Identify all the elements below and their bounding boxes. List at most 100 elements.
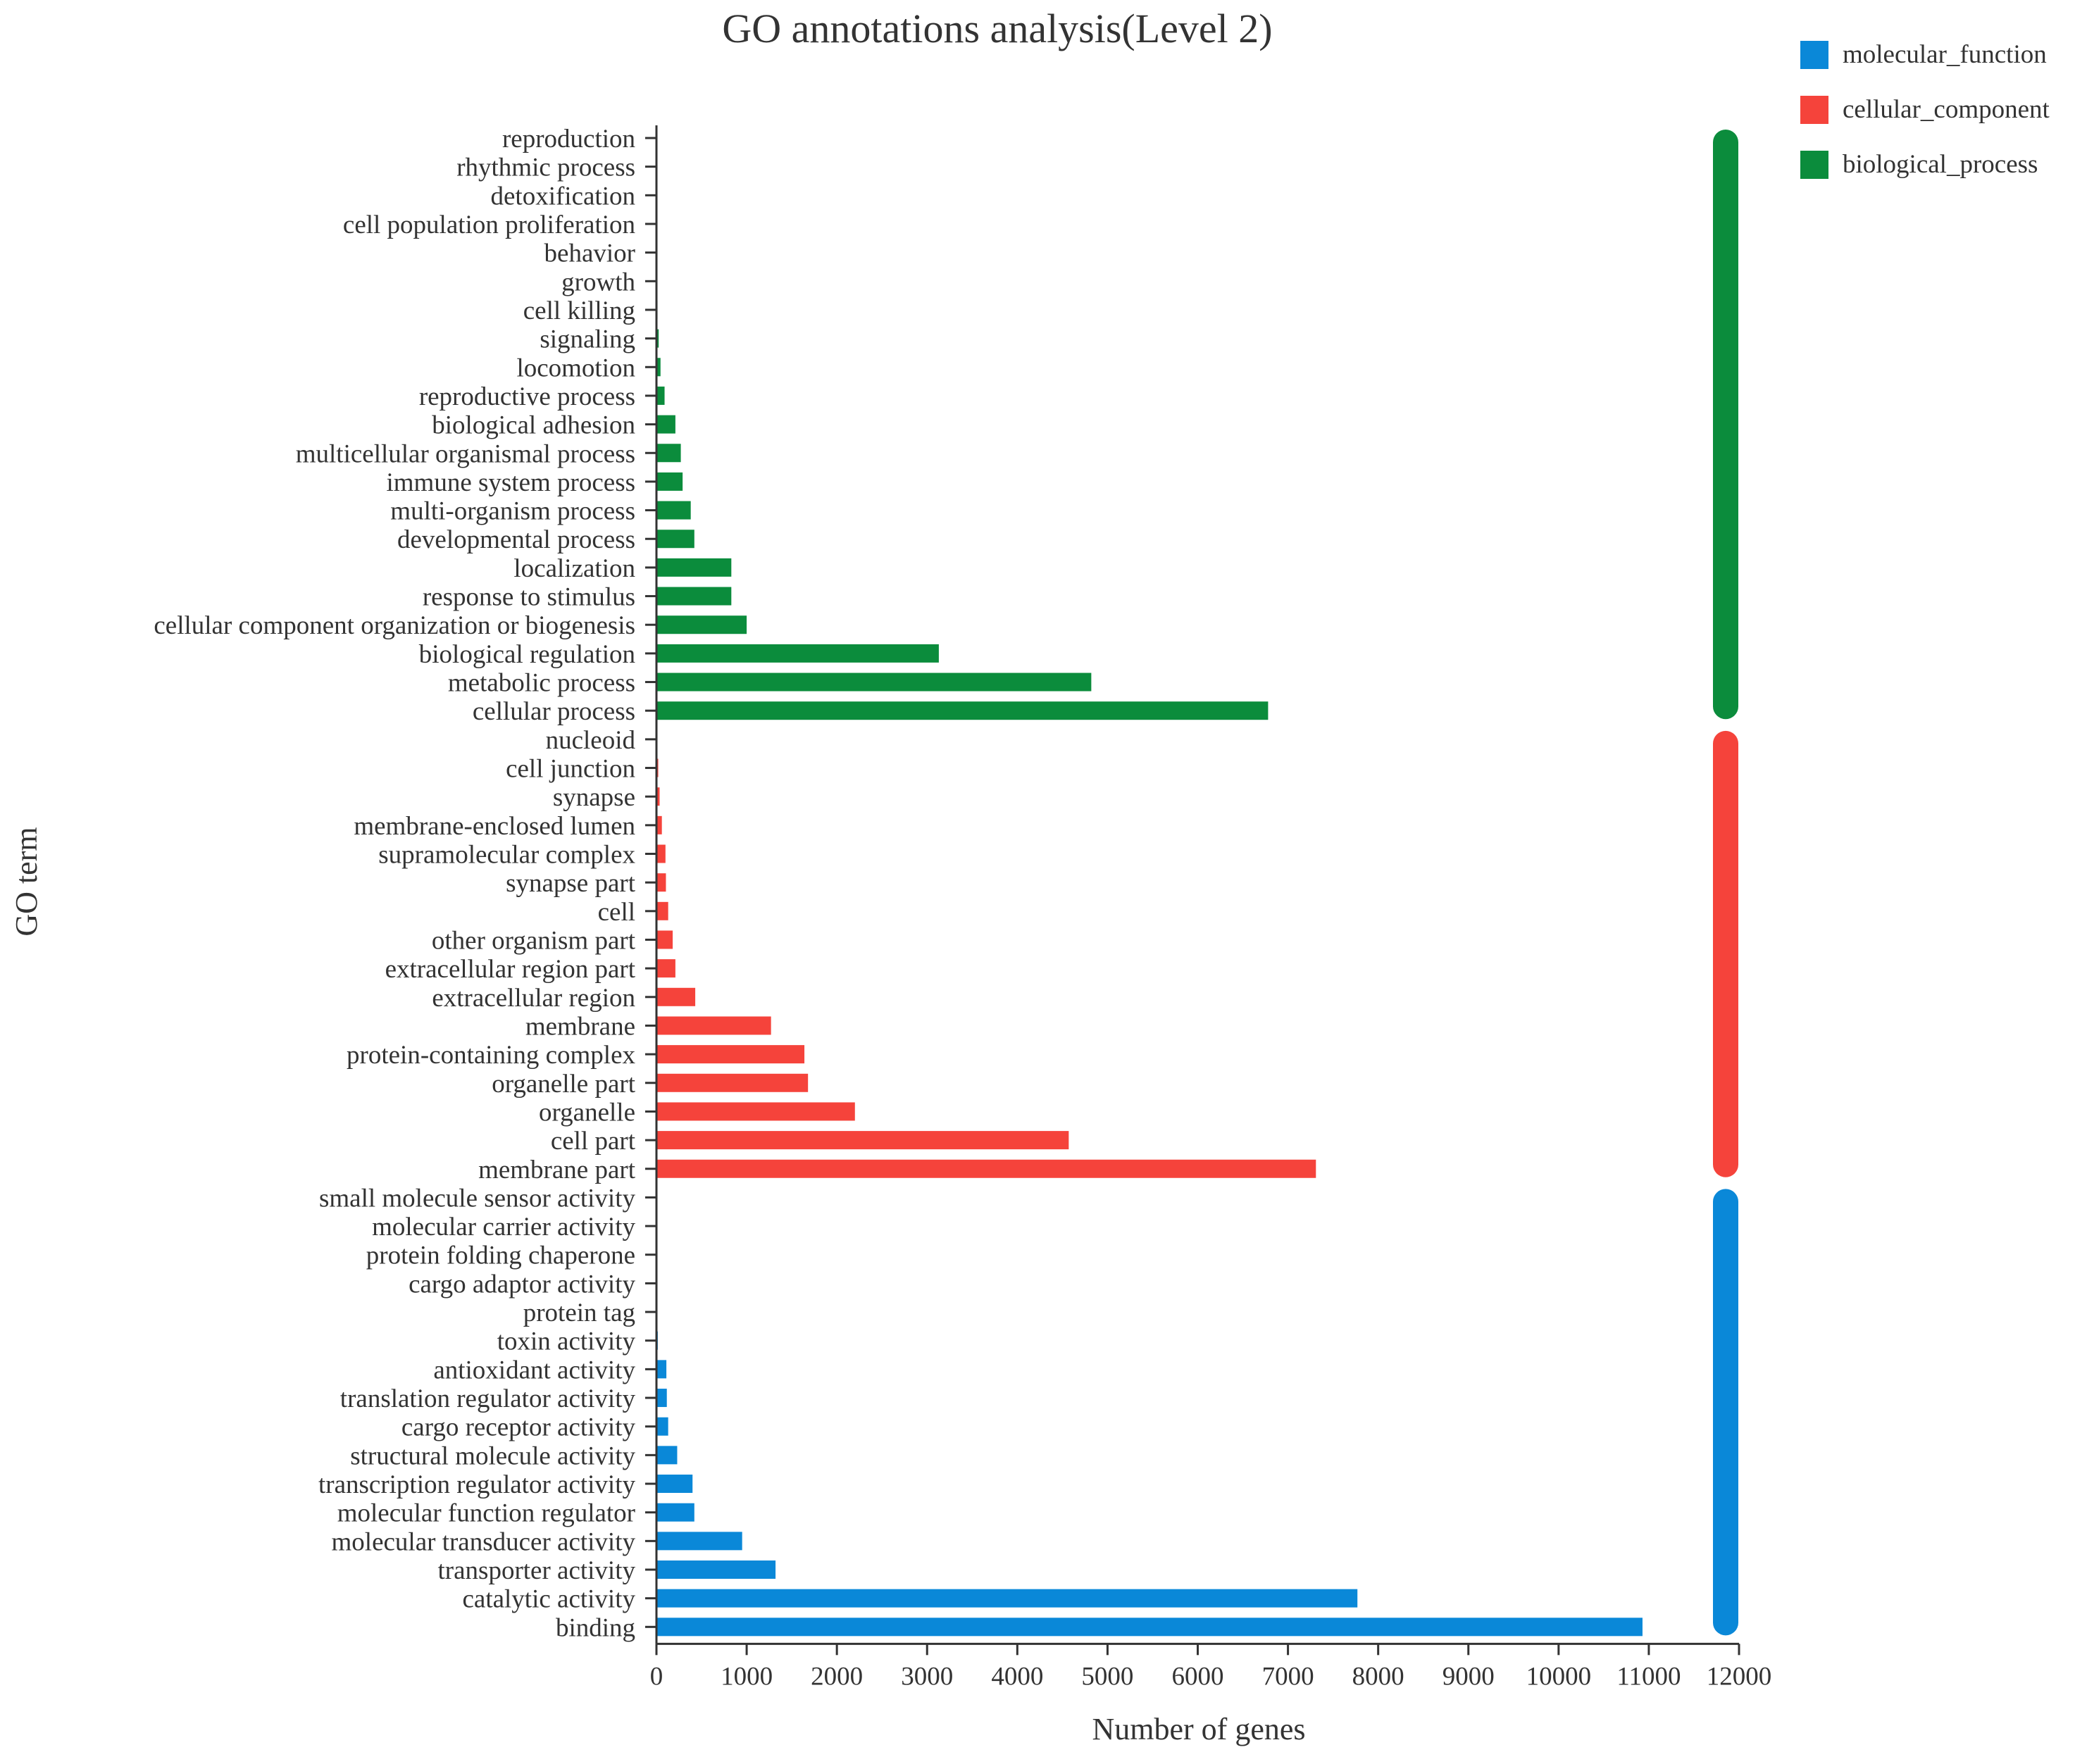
y-tick-label: synapse part <box>506 869 636 898</box>
bar-localization <box>656 558 732 577</box>
bar-membrane-part <box>656 1159 1316 1178</box>
y-tick-label: translation regulator activity <box>340 1384 636 1413</box>
bar-reproductive-process <box>656 386 665 405</box>
bars-group <box>656 129 1643 1637</box>
y-tick-label: toxin activity <box>497 1327 636 1356</box>
y-tick-label: small molecule sensor activity <box>319 1184 636 1213</box>
bar-transcription-regulator-activity <box>656 1475 693 1494</box>
bar-cellular-process <box>656 701 1269 720</box>
y-tick-label: cellular component organization or bioge… <box>154 611 635 640</box>
x-tick-label: 7000 <box>1262 1662 1314 1691</box>
bar-biological-adhesion <box>656 415 675 434</box>
bar-supramolecular-complex <box>656 844 666 863</box>
bar-antioxidant-activity <box>656 1360 667 1379</box>
y-tick-label: extracellular region <box>432 984 635 1013</box>
y-tick-label: cellular process <box>473 697 635 726</box>
bar-organelle-part <box>656 1073 809 1092</box>
y-tick-label: binding <box>556 1613 635 1642</box>
y-tick-label: response to stimulus <box>423 583 635 612</box>
bar-developmental-process <box>656 530 694 549</box>
bar-multi-organism-process <box>656 501 691 520</box>
bar-membrane <box>656 1016 771 1035</box>
x-tick-label: 1000 <box>721 1662 773 1691</box>
y-tick-label: structural molecule activity <box>350 1441 635 1470</box>
x-tick-labels: 0 1000 2000 3000 4000 5000 6000 7000 8000 9000 100… <box>650 1662 1772 1691</box>
bar-other-organism-part <box>656 930 673 949</box>
y-tick-label: locomotion <box>516 354 635 382</box>
category-bar-cellular-component <box>1713 730 1738 1177</box>
y-tick-label: biological adhesion <box>432 411 635 440</box>
bar-cargo-receptor-activity <box>656 1417 668 1436</box>
y-tick-label: catalytic activity <box>462 1585 635 1614</box>
y-tick-label: protein tag <box>523 1299 635 1327</box>
legend-label-molecular-function: molecular_function <box>1843 40 2047 69</box>
bar-extracellular-region-part <box>656 959 675 978</box>
bar-molecular-function-regulator <box>656 1503 694 1522</box>
legend-swatch-cellular-component <box>1800 96 1828 124</box>
y-tick-label: nucleoid <box>546 726 636 755</box>
y-axis-title: GO term <box>9 827 44 936</box>
y-tick-label: developmental process <box>397 525 635 554</box>
y-tick-label: membrane-enclosed lumen <box>354 812 635 841</box>
y-tick-label: transcription regulator activity <box>318 1470 636 1499</box>
legend-label-cellular-component: cellular_component <box>1843 95 2050 124</box>
y-tick-label: other organism part <box>432 926 636 955</box>
x-tick-label: 11000 <box>1616 1662 1681 1691</box>
y-tick-label: molecular transducer activity <box>332 1527 636 1556</box>
y-tick-label: rhythmic process <box>456 154 635 182</box>
bar-membrane-enclosed-lumen <box>656 815 662 834</box>
bar-protein-containing-complex <box>656 1045 805 1064</box>
y-tick-label: antioxidant activity <box>433 1356 635 1384</box>
y-tick-label: cargo adaptor activity <box>409 1270 635 1299</box>
bar-cellular-component-organization-or-biogenesis <box>656 615 747 634</box>
y-tick-label: membrane <box>525 1012 635 1041</box>
y-tick-label: behavior <box>544 239 635 268</box>
bar-multicellular-organismal-process <box>656 444 681 463</box>
y-tick-label: molecular carrier activity <box>372 1213 635 1241</box>
x-tick-label: 0 <box>650 1662 663 1691</box>
legend-swatch-molecular-function <box>1800 41 1828 69</box>
bar-response-to-stimulus <box>656 587 732 606</box>
bar-structural-molecule-activity <box>656 1446 678 1465</box>
y-tick-label: supramolecular complex <box>378 841 635 870</box>
x-tick-label: 9000 <box>1442 1662 1495 1691</box>
y-tick-label: signaling <box>540 325 635 354</box>
x-tick-label: 3000 <box>901 1662 953 1691</box>
bar-immune-system-process <box>656 472 683 491</box>
y-tick-label: biological regulation <box>419 640 635 669</box>
bar-synapse-part <box>656 873 666 892</box>
bar-translation-regulator-activity <box>656 1389 667 1408</box>
y-tick-label: molecular function regulator <box>337 1499 635 1528</box>
y-tick-label: protein folding chaperone <box>366 1241 635 1270</box>
chart-title: GO annotations analysis(Level 2) <box>722 6 1272 51</box>
x-tick-label: 6000 <box>1172 1662 1224 1691</box>
x-tick-label: 2000 <box>811 1662 863 1691</box>
y-tick-label: transporter activity <box>438 1556 636 1585</box>
bar-metabolic-process <box>656 673 1092 692</box>
y-tick-label: cell junction <box>506 755 635 784</box>
x-tick-label: 8000 <box>1352 1662 1404 1691</box>
y-tick-label: cell <box>598 898 635 927</box>
axes-group <box>645 125 1740 1656</box>
bar-organelle <box>656 1102 855 1121</box>
y-tick-label: multi-organism process <box>390 497 635 526</box>
category-indicator-bars <box>1713 130 1738 1636</box>
x-axis-title: Number of genes <box>1092 1712 1305 1746</box>
legend-swatch-biological-process <box>1800 151 1828 179</box>
y-tick-label: membrane part <box>478 1156 636 1184</box>
bar-cell-part <box>656 1131 1069 1150</box>
bar-biological-regulation <box>656 644 939 663</box>
x-tick-label: 12000 <box>1707 1662 1772 1691</box>
y-tick-label: detoxification <box>491 182 636 211</box>
bar-extracellular-region <box>656 987 696 1006</box>
y-tick-label: metabolic process <box>448 669 635 698</box>
y-tick-label: cargo receptor activity <box>401 1413 636 1442</box>
bar-signaling <box>656 329 659 348</box>
legend: molecular_function cellular_componentbiol… <box>1800 40 2050 179</box>
y-tick-label: immune system process <box>386 468 635 497</box>
x-tick-label: 5000 <box>1081 1662 1133 1691</box>
y-tick-label: cell part <box>551 1127 636 1156</box>
bar-molecular-transducer-activity <box>656 1532 742 1551</box>
